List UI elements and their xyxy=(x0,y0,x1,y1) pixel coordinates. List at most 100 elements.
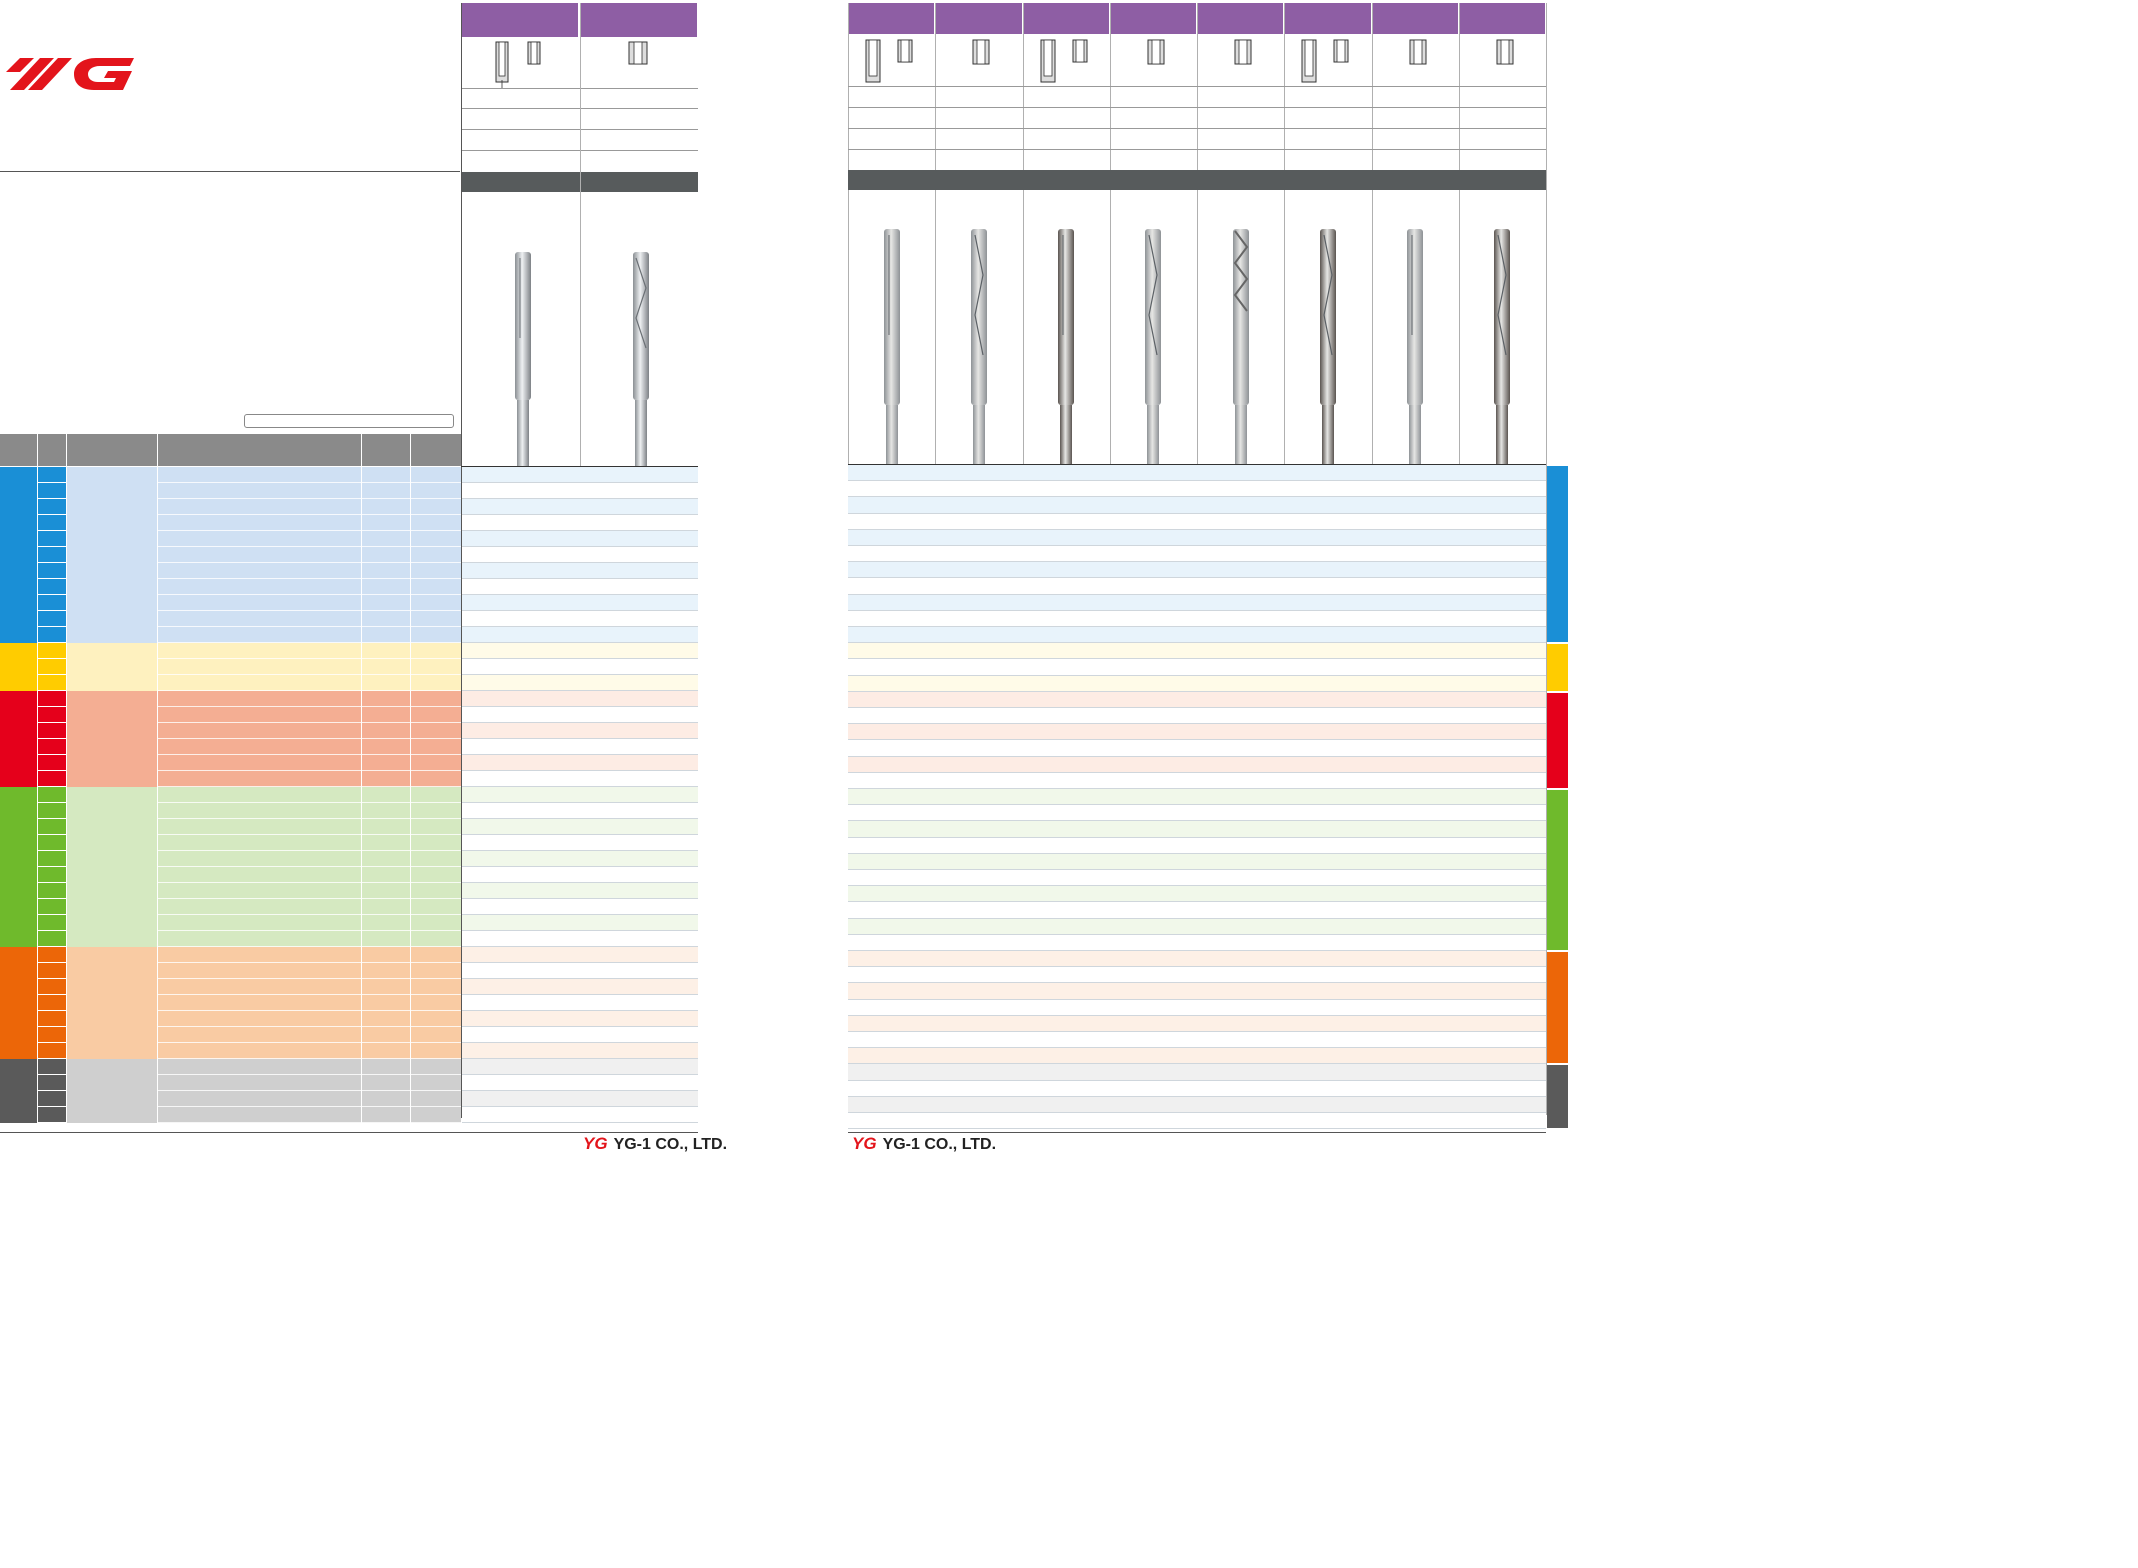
desc-row-line xyxy=(157,498,461,499)
table-row xyxy=(462,883,698,899)
yg-logo xyxy=(6,58,134,90)
col-divider xyxy=(157,787,158,947)
desc-row-line xyxy=(157,850,461,851)
through-hole-icon xyxy=(628,41,648,65)
table-row xyxy=(848,627,1546,644)
table-row xyxy=(462,931,698,947)
table-row xyxy=(462,723,698,739)
desc-row-line xyxy=(157,866,461,867)
material-group-sub-N xyxy=(38,787,66,947)
material-tab-P xyxy=(1547,466,1568,643)
footer-logo-icon: YG xyxy=(852,1134,877,1153)
table-row xyxy=(848,529,1546,546)
sub-row-line xyxy=(38,802,66,803)
column-header-4 xyxy=(1110,3,1196,34)
through-hole-icon xyxy=(1496,39,1514,65)
sub-row-line xyxy=(38,850,66,851)
table-row xyxy=(462,515,698,531)
search-input[interactable] xyxy=(244,414,454,428)
sub-row-line xyxy=(38,658,66,659)
table-row xyxy=(462,483,698,499)
desc-row-line xyxy=(157,594,461,595)
sub-row-line xyxy=(38,834,66,835)
col-divider xyxy=(410,691,411,787)
desc-row-line xyxy=(157,962,461,963)
table-row xyxy=(848,1015,1546,1032)
material-group-K xyxy=(0,691,37,787)
column-header-6 xyxy=(1285,3,1371,34)
sub-row-line xyxy=(38,1074,66,1075)
table-row xyxy=(848,1080,1546,1097)
desc-row-line xyxy=(157,482,461,483)
table-row xyxy=(848,562,1546,579)
blind-and-through-hole-icon xyxy=(1301,39,1349,83)
table-row xyxy=(848,999,1546,1016)
reamer-spiral-icon xyxy=(1494,229,1511,465)
col-divider xyxy=(410,787,411,947)
material-group-sub-K xyxy=(38,691,66,787)
sub-row-line xyxy=(38,1106,66,1107)
desc-row-line xyxy=(157,786,461,787)
table-row xyxy=(848,967,1546,984)
table-row xyxy=(848,1064,1546,1081)
material-group-M xyxy=(0,643,37,691)
desc-row-line xyxy=(157,546,461,547)
col-divider xyxy=(157,691,158,787)
column-header-5 xyxy=(1198,3,1284,34)
col-divider xyxy=(157,1059,158,1123)
desc-row-line xyxy=(157,722,461,723)
desc-row-line xyxy=(157,690,461,691)
desc-row-line xyxy=(157,818,461,819)
desc-row-line xyxy=(157,1074,461,1075)
table-row xyxy=(462,547,698,563)
desc-row-line xyxy=(157,578,461,579)
sub-row-line xyxy=(38,610,66,611)
sub-row-line xyxy=(38,626,66,627)
desc-row-line xyxy=(157,1090,461,1091)
table-row xyxy=(848,951,1546,968)
table-row xyxy=(462,1075,698,1091)
column-header-8 xyxy=(1459,3,1545,34)
desc-row-line xyxy=(157,642,461,643)
table-row xyxy=(462,531,698,547)
table-row xyxy=(848,789,1546,806)
material-tab-S xyxy=(1547,952,1568,1064)
sub-row-line xyxy=(38,786,66,787)
material-group-H xyxy=(0,1059,37,1123)
table-row xyxy=(848,756,1546,773)
table-row xyxy=(462,915,698,931)
sub-row-line xyxy=(38,578,66,579)
table-row xyxy=(462,787,698,803)
material-group-desc-S xyxy=(67,947,461,1059)
desc-row-line xyxy=(157,738,461,739)
material-group-sub-P xyxy=(38,467,66,643)
sub-row-line xyxy=(38,594,66,595)
desc-row-line xyxy=(157,1058,461,1059)
sub-row-line xyxy=(38,1058,66,1059)
column-header-7 xyxy=(1372,3,1458,34)
table-row xyxy=(848,870,1546,887)
table-row xyxy=(462,675,698,691)
spec-line xyxy=(848,107,1546,108)
table-row xyxy=(462,899,698,915)
column-header-1 xyxy=(849,3,935,34)
table-row xyxy=(848,918,1546,935)
table-row xyxy=(462,467,698,483)
desc-row-line xyxy=(157,802,461,803)
column-header-2 xyxy=(936,3,1022,34)
table-row xyxy=(848,740,1546,757)
table-row xyxy=(848,886,1546,903)
sub-row-line xyxy=(38,754,66,755)
col-divider xyxy=(157,467,158,643)
footer-brand-right: YG YG-1 CO., LTD. xyxy=(852,1134,997,1153)
sub-row-line xyxy=(38,978,66,979)
table-row xyxy=(848,659,1546,676)
table-row xyxy=(848,465,1546,482)
desc-row-line xyxy=(157,930,461,931)
table-row xyxy=(848,481,1546,498)
table-row xyxy=(462,851,698,867)
material-tab-M xyxy=(1547,644,1568,691)
col-divider xyxy=(361,467,362,643)
drill-reamer-icon xyxy=(1232,229,1249,465)
